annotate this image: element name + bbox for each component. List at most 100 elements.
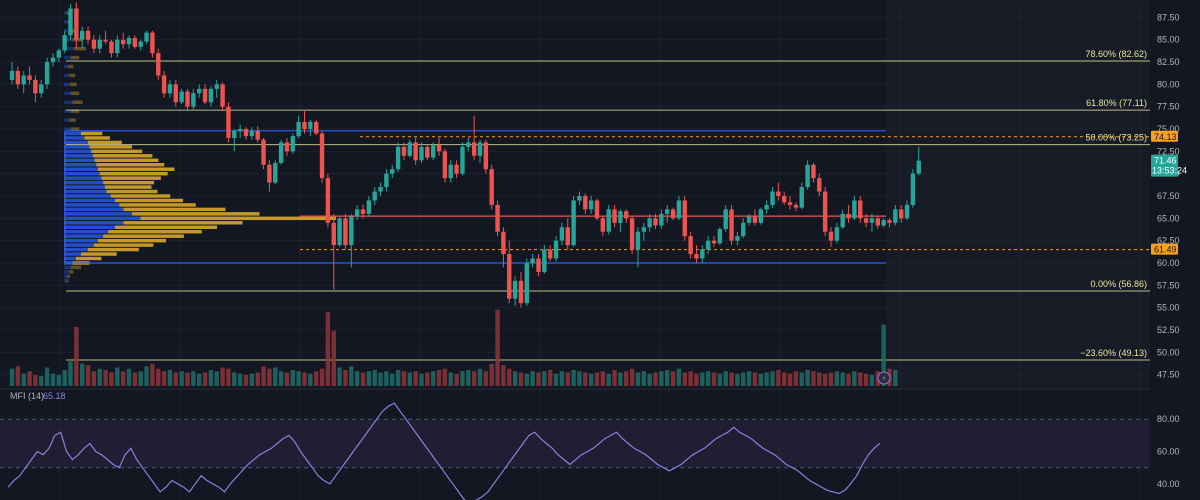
candle-body[interactable] [495, 204, 500, 232]
candle-body[interactable] [752, 216, 758, 223]
candle-body[interactable] [325, 178, 331, 223]
candle-body[interactable] [354, 209, 360, 217]
candle-body[interactable] [290, 136, 295, 152]
candle-body[interactable] [647, 218, 652, 228]
candle-body[interactable] [185, 91, 190, 107]
candle-body[interactable] [916, 160, 921, 174]
candle-body[interactable] [179, 91, 184, 103]
candle-body[interactable] [68, 8, 73, 36]
candle-body[interactable] [483, 142, 489, 170]
candle-body[interactable] [103, 39, 108, 42]
candle-body[interactable] [62, 35, 67, 51]
candle-body[interactable] [407, 142, 412, 156]
candle-body[interactable] [401, 146, 407, 156]
candle-body[interactable] [419, 146, 424, 161]
candle-body[interactable] [840, 213, 845, 228]
candle-body[interactable] [811, 164, 816, 179]
candle-body[interactable] [606, 209, 611, 232]
candle-body[interactable] [489, 169, 494, 205]
candle-body[interactable] [817, 178, 822, 192]
candle-body[interactable] [120, 39, 126, 45]
candle-body[interactable] [536, 258, 541, 272]
candle-body[interactable] [700, 249, 705, 259]
candle-body[interactable] [471, 142, 477, 156]
candle-body[interactable] [782, 196, 787, 203]
candle-body[interactable] [214, 84, 219, 89]
candle-body[interactable] [583, 196, 588, 210]
candle-body[interactable] [378, 187, 383, 192]
candle-body[interactable] [899, 209, 904, 219]
candle-body[interactable] [559, 227, 565, 241]
candle-body[interactable] [91, 39, 97, 49]
candle-body[interactable] [571, 200, 576, 246]
candle-body[interactable] [144, 32, 149, 42]
candle-body[interactable] [665, 209, 670, 214]
candle-body[interactable] [852, 200, 857, 219]
candle-body[interactable] [21, 75, 26, 85]
candle-body[interactable] [50, 57, 56, 63]
candle-body[interactable] [80, 30, 85, 40]
candle-body[interactable] [319, 133, 325, 179]
candle-body[interactable] [822, 191, 828, 232]
candle-body[interactable] [694, 254, 699, 259]
candle-body[interactable] [384, 173, 389, 188]
candle-body[interactable] [735, 236, 740, 241]
candle-body[interactable] [360, 209, 366, 214]
candle-body[interactable] [109, 41, 114, 54]
candle-body[interactable] [477, 142, 483, 156]
candle-body[interactable] [466, 142, 471, 147]
candle-body[interactable] [723, 209, 728, 230]
candle-body[interactable] [600, 218, 606, 232]
candle-body[interactable] [875, 218, 880, 226]
candle-body[interactable] [460, 146, 465, 174]
candle-body[interactable] [828, 231, 834, 241]
candle-body[interactable] [764, 204, 769, 210]
candle-body[interactable] [138, 41, 143, 47]
candle-body[interactable] [232, 130, 237, 138]
candle-body[interactable] [249, 130, 255, 137]
candle-body[interactable] [202, 88, 208, 103]
candle-body[interactable] [278, 142, 284, 163]
candle-body[interactable] [711, 240, 717, 244]
candle-body[interactable] [705, 240, 711, 250]
candle-body[interactable] [565, 227, 570, 246]
candle-body[interactable] [787, 202, 793, 205]
candle-body[interactable] [776, 191, 781, 196]
candle-body[interactable] [115, 39, 120, 54]
candle-body[interactable] [682, 200, 687, 237]
candle-body[interactable] [132, 37, 138, 47]
candle-body[interactable] [577, 196, 582, 201]
candle-body[interactable] [197, 88, 202, 94]
candle-body[interactable] [150, 32, 155, 54]
candle-body[interactable] [834, 227, 840, 241]
candlesticks[interactable] [9, 2, 921, 308]
candle-body[interactable] [770, 191, 775, 205]
candle-body[interactable] [33, 79, 38, 94]
candle-body[interactable] [641, 227, 646, 232]
candle-body[interactable] [910, 173, 916, 205]
candle-body[interactable] [243, 129, 249, 137]
candle-body[interactable] [588, 200, 594, 210]
candle-body[interactable] [237, 129, 243, 131]
candle-body[interactable] [436, 145, 442, 152]
candle-body[interactable] [805, 164, 810, 188]
candle-body[interactable] [56, 50, 61, 58]
candle-body[interactable] [156, 53, 161, 76]
candle-body[interactable] [594, 200, 600, 219]
candle-body[interactable] [863, 218, 869, 223]
candle-body[interactable] [395, 146, 401, 170]
candle-body[interactable] [284, 142, 290, 152]
candle-body[interactable] [442, 151, 448, 179]
candle-body[interactable] [425, 146, 430, 158]
candle-body[interactable] [858, 200, 863, 219]
candle-body[interactable] [670, 209, 676, 219]
candle-body[interactable] [635, 231, 641, 250]
candle-body[interactable] [173, 84, 178, 103]
candle-body[interactable] [372, 191, 377, 201]
candle-body[interactable] [296, 121, 301, 137]
candle-body[interactable] [255, 130, 260, 140]
candle-body[interactable] [126, 37, 132, 45]
candle-body[interactable] [273, 162, 278, 183]
candle-body[interactable] [793, 204, 799, 208]
